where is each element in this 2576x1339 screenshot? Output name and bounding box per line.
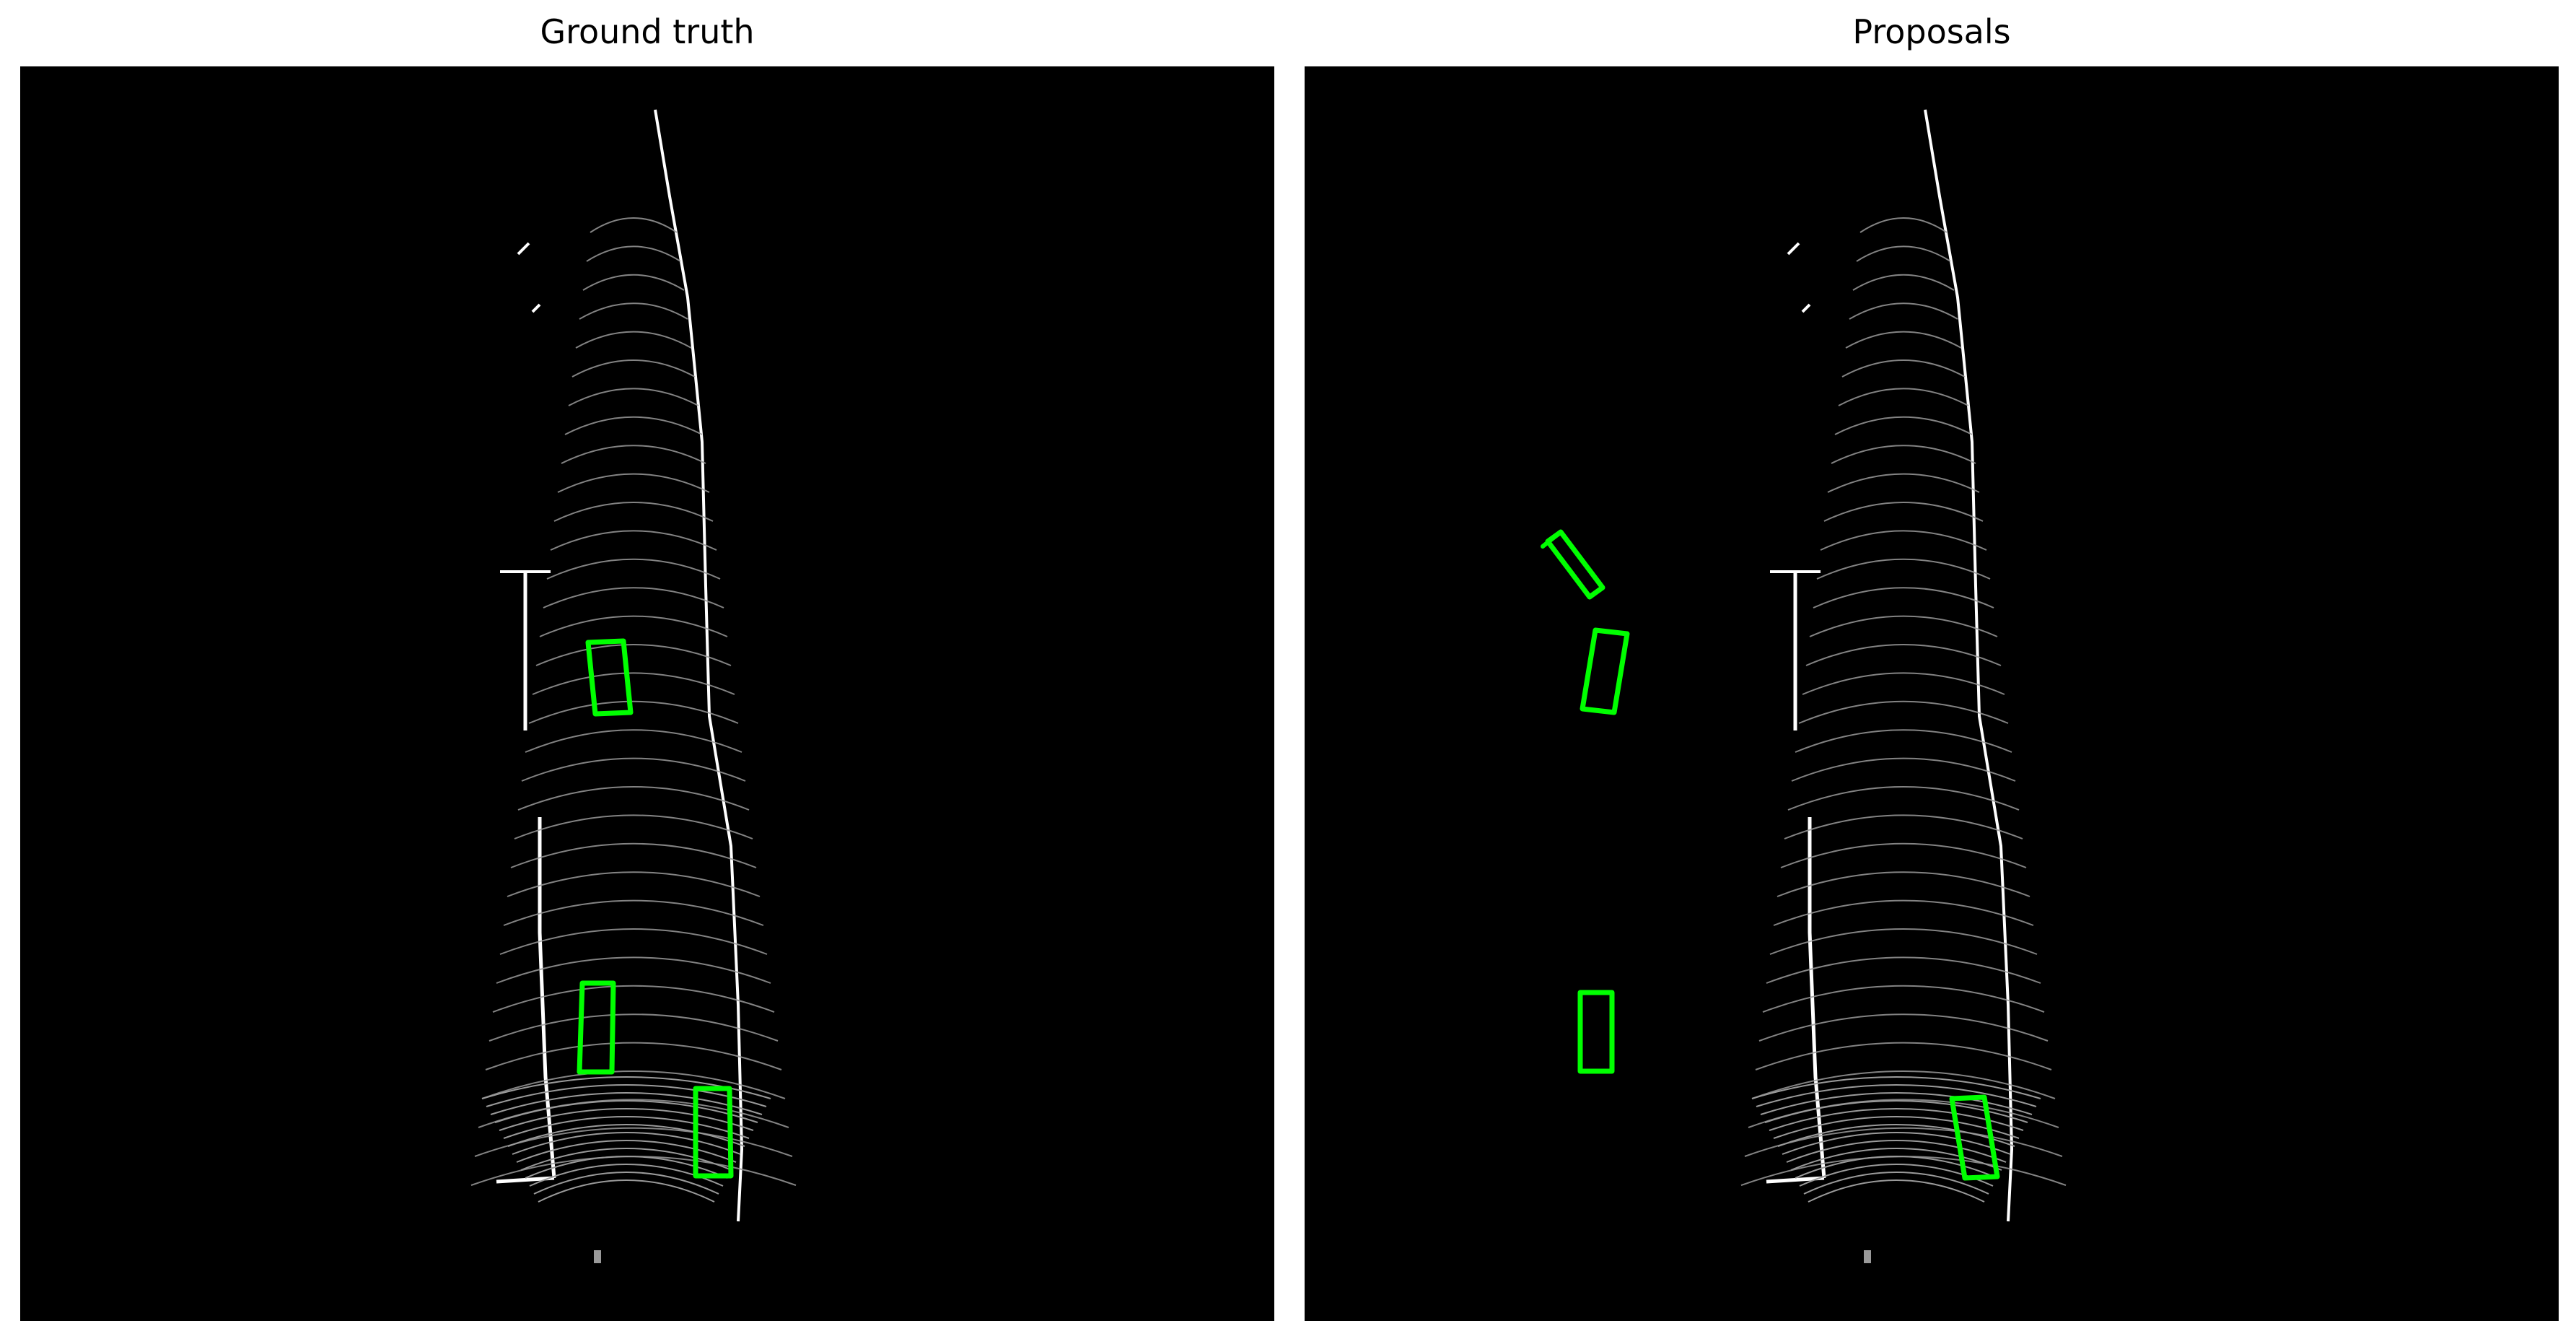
gt-box-2 — [577, 980, 616, 1075]
proposal-box-2 — [1580, 627, 1630, 715]
ground-truth-boxes — [577, 638, 734, 1179]
proposal-boxes — [1541, 529, 2000, 1181]
proposal-box-3 — [1577, 990, 1615, 1074]
point-cloud — [1740, 109, 2067, 1263]
proposal-box-4 — [1949, 1094, 2000, 1181]
ground-truth-bev-image — [470, 109, 797, 1263]
proposal-box-1 — [1545, 529, 1605, 600]
gt-box-1 — [585, 638, 634, 717]
point-cloud — [470, 109, 797, 1263]
gt-box-3 — [693, 1086, 734, 1179]
panel-title-ground-truth: Ground truth — [540, 12, 755, 51]
proposals-bev-image — [1541, 109, 2067, 1263]
ground-truth-panel — [20, 66, 1274, 1321]
proposals-panel — [1305, 66, 2559, 1321]
proposal-box-1-edge — [1541, 530, 1563, 549]
panel-title-proposals: Proposals — [1852, 12, 2011, 51]
